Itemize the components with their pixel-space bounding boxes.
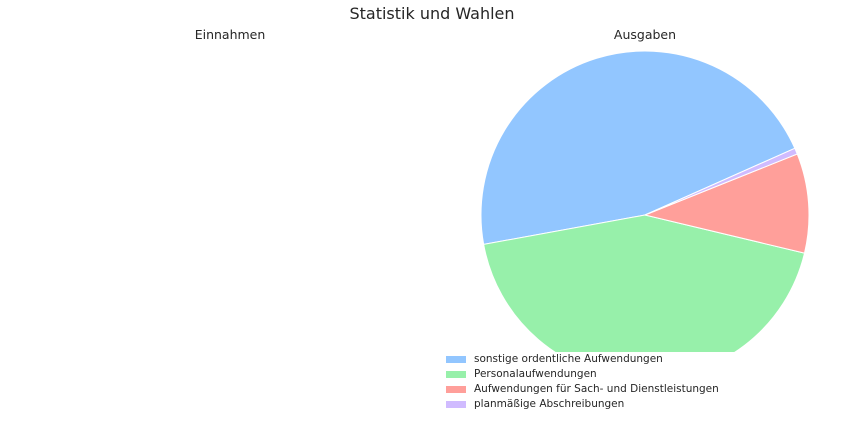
legend-item-0: sonstige ordentliche Aufwendungen bbox=[440, 352, 740, 367]
legend: sonstige ordentliche Aufwendungen Persona… bbox=[440, 352, 740, 412]
legend-label-2: Aufwendungen für Sach- und Dienstleistun… bbox=[474, 383, 719, 395]
legend-swatch-1 bbox=[446, 371, 466, 378]
legend-item-3: planmäßige Abschreibungen bbox=[440, 397, 740, 412]
pie-slice-3 bbox=[644, 147, 798, 216]
pie-chart-ausgaben bbox=[480, 50, 810, 380]
legend-swatch-3 bbox=[446, 401, 466, 408]
legend-label-3: planmäßige Abschreibungen bbox=[474, 398, 625, 410]
legend-label-1: Personalaufwendungen bbox=[474, 368, 597, 380]
legend-swatch-0 bbox=[446, 356, 466, 363]
legend-item-1: Personalaufwendungen bbox=[440, 367, 740, 382]
chart-title: Statistik und Wahlen bbox=[349, 4, 515, 23]
legend-item-2: Aufwendungen für Sach- und Dienstleistun… bbox=[440, 382, 740, 397]
legend-swatch-2 bbox=[446, 386, 466, 393]
subplot-title-ausgaben: Ausgaben bbox=[613, 27, 677, 42]
pie-slice-2 bbox=[643, 153, 810, 254]
pie-chart-einnahmen bbox=[0, 0, 432, 432]
pie-slice-0 bbox=[480, 50, 796, 245]
legend-label-0: sonstige ordentliche Aufwendungen bbox=[474, 353, 663, 365]
subplot-title-einnahmen: Einnahmen bbox=[194, 27, 266, 42]
